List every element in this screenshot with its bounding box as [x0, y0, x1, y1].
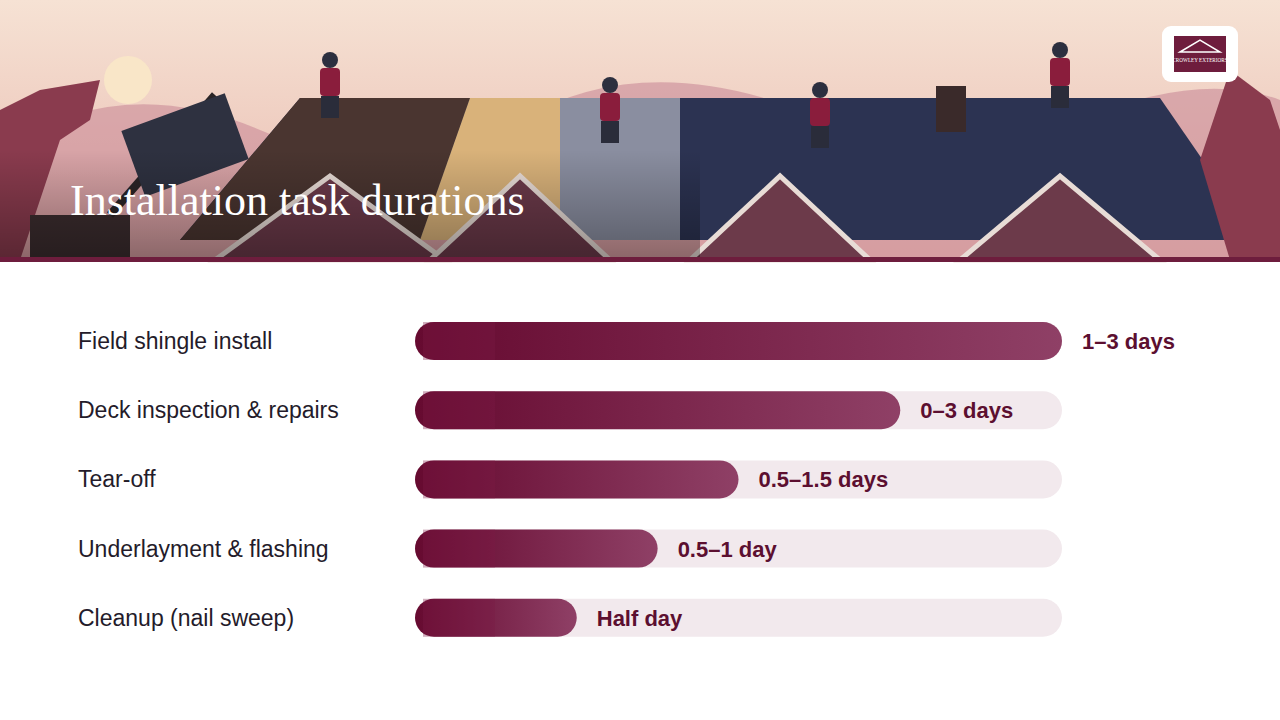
- bars: [415, 322, 1062, 637]
- worker-legs: [811, 126, 829, 148]
- chimney: [936, 86, 966, 132]
- bar: [415, 391, 900, 429]
- tree: [1200, 70, 1280, 260]
- worker-legs: [601, 121, 619, 143]
- category-label: Underlayment & flashing: [78, 536, 329, 562]
- track: [415, 322, 1062, 360]
- data-label: 0–3 days: [920, 398, 1013, 423]
- logo-box: [1162, 26, 1238, 82]
- bar-accent: [423, 391, 495, 429]
- bar-accent: [423, 460, 495, 498]
- sky: [0, 0, 1280, 260]
- title: Installation task durations: [70, 176, 525, 225]
- title-shade: [0, 150, 700, 260]
- bar: [415, 322, 1062, 360]
- worker-head: [812, 82, 828, 98]
- data-label: 0.5–1 day: [678, 537, 778, 562]
- banner-rule: [0, 257, 1280, 262]
- bar: [415, 599, 577, 637]
- bar: [415, 460, 739, 498]
- logo-roof: [1180, 40, 1220, 52]
- data-label: 0.5–1.5 days: [759, 467, 889, 492]
- gable: [960, 176, 1160, 260]
- track: [415, 530, 1062, 568]
- worker-body: [320, 68, 340, 96]
- data-label: Half day: [597, 606, 683, 631]
- category-label: Deck inspection & repairs: [78, 397, 339, 423]
- category-label: Tear-off: [78, 466, 156, 492]
- gable: [690, 176, 870, 260]
- category-label: Cleanup (nail sweep): [78, 605, 294, 631]
- labels: Field shingle install 1–3 days Deck inspec…: [78, 328, 1175, 631]
- logo-text: CROWLEY EXTERIORS: [1172, 57, 1227, 63]
- page: Installation task durations CROWLEY EXTER…: [0, 0, 1280, 720]
- logo-mark: [1174, 36, 1226, 72]
- worker-head: [1052, 42, 1068, 58]
- track: [415, 599, 1062, 637]
- category-label: Field shingle install: [78, 328, 272, 354]
- sun: [104, 56, 152, 104]
- logo: CROWLEY EXTERIORS: [1162, 26, 1238, 82]
- worker-head: [322, 52, 338, 68]
- bar-accent: [423, 530, 495, 568]
- worker-head: [602, 77, 618, 93]
- worker-legs: [1051, 86, 1069, 108]
- bar: [415, 530, 658, 568]
- data-label: 1–3 days: [1082, 329, 1175, 354]
- worker-body: [600, 93, 620, 121]
- bar-accent: [423, 322, 495, 360]
- plot: [415, 322, 1062, 637]
- hills: [0, 82, 1280, 260]
- bar-accent: [423, 599, 495, 637]
- worker-body: [1050, 58, 1070, 86]
- banner: [0, 0, 1280, 262]
- worker-body: [810, 98, 830, 126]
- track: [415, 460, 1062, 498]
- worker-legs: [321, 96, 339, 118]
- track: [415, 391, 1062, 429]
